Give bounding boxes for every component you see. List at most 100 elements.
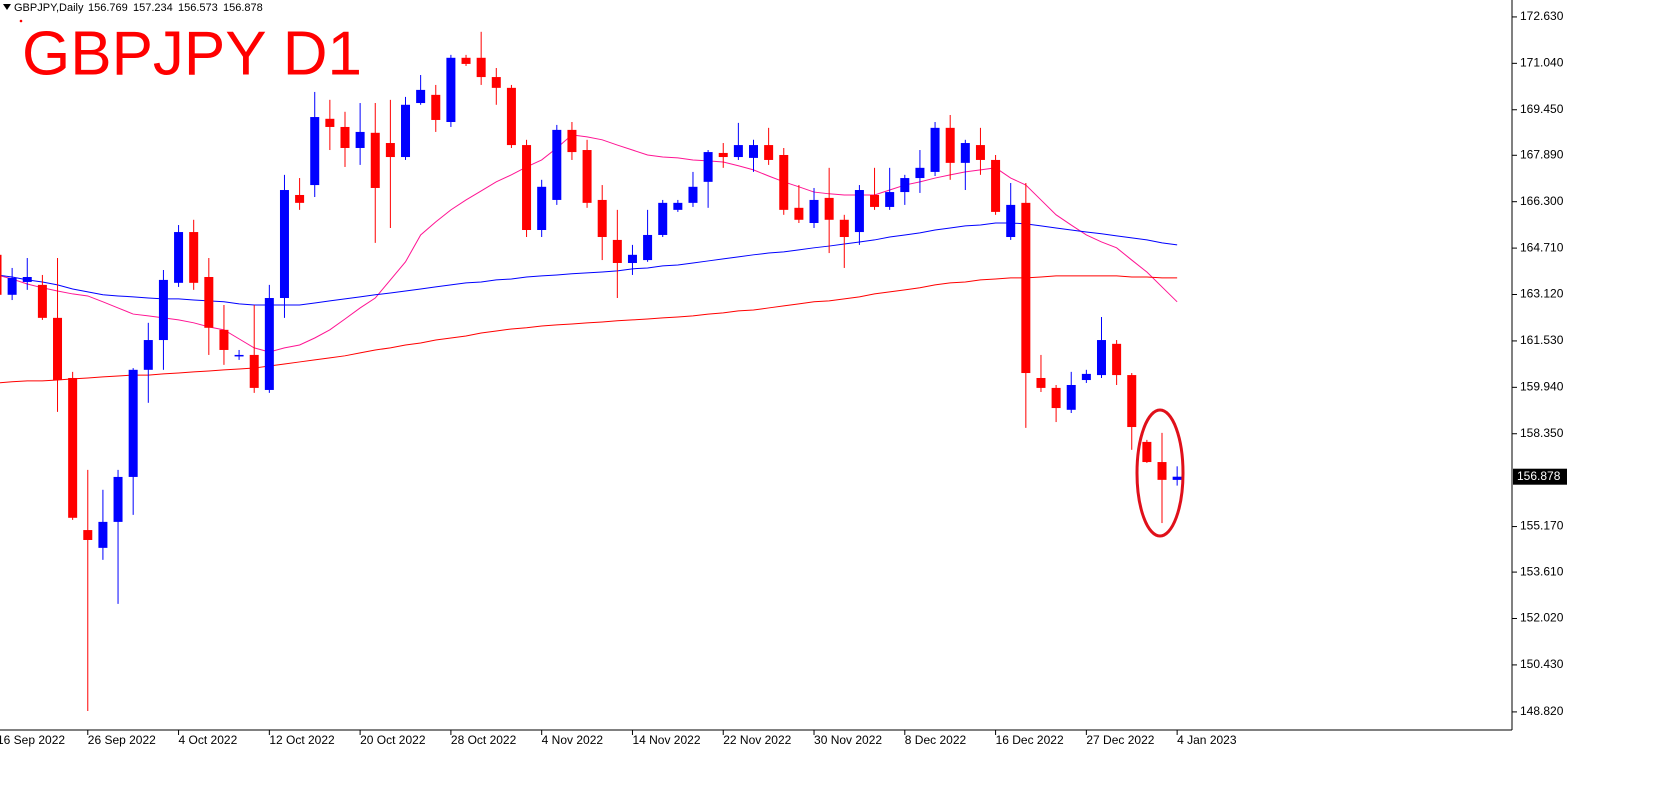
candle-body [143,340,153,370]
candle-body [385,143,395,158]
header-close: 156.878 [223,2,263,14]
candle-body [158,279,168,341]
moving-average [0,275,1178,384]
x-tick-label: 16 Sep 2022 [0,733,65,747]
y-tick-label: 148.820 [1520,704,1564,718]
x-tick-label: 26 Sep 2022 [88,733,156,747]
highlight-ellipse [1135,408,1185,538]
candle-body [219,329,229,350]
x-tick-label: 4 Nov 2022 [542,733,604,747]
candle-body [416,89,426,104]
menu-arrow [3,4,11,10]
y-tick-label: 152.020 [1520,611,1564,625]
chart-title: GBPJPY D1 [22,19,362,88]
y-tick-label: 159.940 [1520,380,1564,394]
candle-body [779,154,789,210]
candle-body [491,77,501,88]
candle-body [355,131,365,148]
candle-body [446,57,456,123]
candle-body [733,145,743,158]
candle-body [249,354,259,388]
candle-body [824,197,834,220]
candle-body [189,232,199,283]
y-tick-label: 163.120 [1520,287,1564,301]
candle-body [204,276,214,328]
y-tick-label: 150.430 [1520,657,1564,671]
y-tick-label: 161.530 [1520,333,1564,347]
x-tick-label: 14 Nov 2022 [632,733,700,747]
candle-body [991,159,1001,212]
header-high: 157.234 [133,2,173,14]
candle-body [279,190,289,299]
x-tick-label: 28 Oct 2022 [451,733,517,747]
candle-body [53,317,63,381]
candle-body [461,57,471,64]
candle-body [7,277,17,295]
candle-body [370,132,380,188]
y-tick-label: 166.300 [1520,194,1564,208]
candle-body [945,127,955,163]
candle-body [1157,462,1167,480]
candle-body [597,199,607,238]
candle-body [900,178,910,193]
candle-body [794,207,804,220]
y-tick-label: 171.040 [1520,56,1564,70]
candle-body [83,530,93,540]
candle-body [506,87,516,146]
x-tick-label: 30 Nov 2022 [814,733,882,747]
candle-body [870,194,880,207]
price-tag-label: 156.878 [1517,469,1561,483]
price-tag-box [1513,468,1567,485]
candle-body [98,521,108,548]
candle-body [1081,373,1091,381]
candle-body [537,186,547,231]
candle-body [264,298,274,390]
candle-body [582,150,592,203]
y-tick-label: 172.630 [1520,9,1564,23]
candle-body [658,202,668,235]
candle-body [612,239,622,263]
candle-body [764,145,774,160]
candle-body [1036,377,1046,388]
candle-body [401,104,411,158]
symbol-header: GBPJPY,Daily [14,2,84,14]
candle-body [113,476,123,522]
candle-body [174,232,184,283]
candle-body [325,118,335,127]
candle-body [431,94,441,120]
candle-body [749,145,758,158]
candle-body [688,186,698,203]
header-low: 156.573 [178,2,218,14]
candle-body [915,167,925,179]
marker-dot [19,19,23,23]
x-tick-label: 20 Oct 2022 [360,733,426,747]
x-tick-label: 8 Dec 2022 [905,733,967,747]
candle-body [234,354,244,357]
candle-body [1112,343,1122,376]
candle-body [809,199,819,223]
y-tick-label: 167.890 [1520,147,1564,161]
candle-body [128,369,138,477]
candle-body [340,126,350,148]
candle-body [854,190,864,233]
candle-body [627,254,637,263]
candle-body [22,276,32,282]
candle-body [68,377,78,518]
candle-body [1096,340,1106,376]
moving-average [0,222,1178,306]
candle-body [1051,387,1061,409]
y-tick-label: 158.350 [1520,426,1564,440]
candle-body [310,117,320,186]
candle-body [1066,384,1076,410]
candle-body [975,145,985,160]
x-tick-label: 16 Dec 2022 [996,733,1064,747]
candle-body [673,202,683,210]
candle-body [1172,476,1182,480]
x-tick-label: 22 Nov 2022 [723,733,791,747]
x-tick-label: 4 Oct 2022 [179,733,238,747]
candle-body [0,254,2,295]
candle-body [1142,441,1152,463]
